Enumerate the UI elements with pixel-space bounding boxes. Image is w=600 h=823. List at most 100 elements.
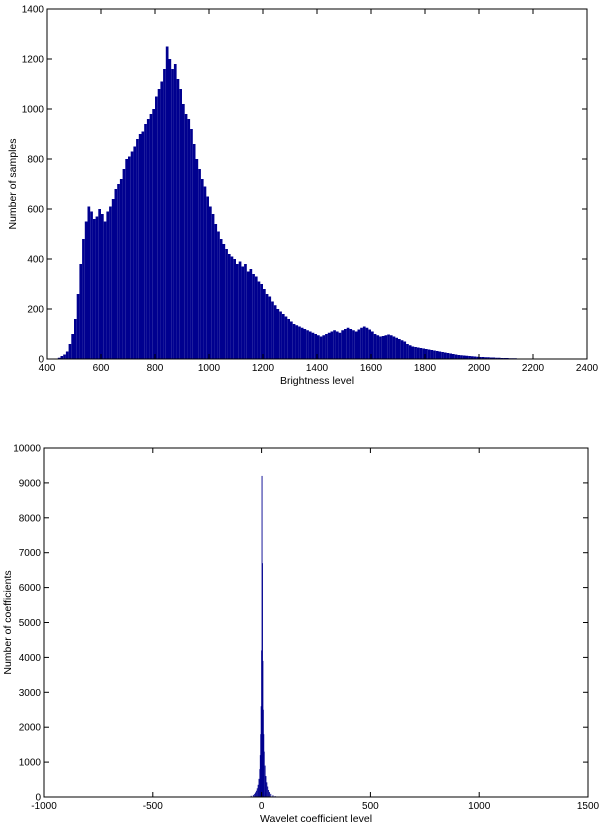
brightness-bar	[362, 326, 366, 359]
wavelet-x-tick-label: -1000	[31, 801, 57, 812]
brightness-bar	[452, 354, 455, 359]
brightness-bar	[117, 184, 120, 359]
brightness-y-tick-label: 0	[38, 355, 44, 366]
brightness-bar	[311, 332, 315, 359]
wavelet-bar	[258, 778, 260, 797]
wavelet-x-ticks: -1000 -500 0 500 1000 1500	[31, 448, 600, 812]
brightness-bar	[260, 284, 263, 359]
brightness-bar	[103, 221, 107, 359]
brightness-bar	[111, 199, 115, 359]
brightness-bar	[276, 309, 280, 359]
brightness-bar	[211, 214, 215, 359]
brightness-bar	[287, 319, 290, 359]
brightness-bar	[489, 357, 493, 359]
brightness-bar	[303, 329, 307, 359]
brightness-bar	[373, 334, 377, 359]
brightness-bar	[222, 244, 226, 359]
wavelet-bar	[256, 788, 258, 797]
brightness-bar	[133, 146, 137, 359]
brightness-bar	[182, 104, 185, 359]
brightness-bar	[238, 261, 242, 359]
brightness-y-tick-label: 1000	[22, 105, 45, 116]
brightness-bar	[273, 305, 277, 359]
brightness-bar	[122, 169, 126, 359]
wavelet-bar	[255, 792, 256, 797]
brightness-bar	[98, 209, 101, 359]
brightness-bar	[71, 334, 74, 359]
brightness-histogram-bars	[57, 46, 539, 359]
brightness-bar	[322, 335, 326, 359]
wavelet-y-tick-label: 1000	[19, 758, 42, 769]
brightness-bar	[389, 335, 393, 359]
brightness-bar	[438, 351, 442, 359]
brightness-bar	[357, 329, 361, 359]
wavelet-bar	[272, 795, 274, 797]
brightness-bar	[406, 344, 409, 359]
wavelet-y-tick-label: 10000	[13, 444, 41, 455]
brightness-x-tick-label: 2000	[468, 363, 491, 374]
wavelet-y-tick-label: 7000	[19, 548, 42, 559]
brightness-y-tick-label: 200	[27, 305, 44, 316]
brightness-bar	[171, 69, 174, 359]
wavelet-x-tick-label: 500	[362, 801, 379, 812]
brightness-bar	[271, 301, 274, 359]
brightness-bar	[241, 266, 245, 359]
brightness-bar	[468, 356, 471, 359]
wavelet-x-tick-label: 1000	[468, 801, 491, 812]
brightness-y-tick-label: 600	[27, 205, 44, 216]
wavelet-histogram-bars	[246, 475, 280, 797]
brightness-bar	[155, 96, 158, 359]
brightness-bar	[411, 346, 415, 359]
brightness-bar	[400, 340, 404, 359]
brightness-x-axis-label: Brightness level	[280, 375, 354, 387]
brightness-bar	[114, 189, 118, 359]
wavelet-bar	[263, 751, 265, 797]
brightness-bar	[416, 347, 420, 359]
brightness-bar	[95, 216, 99, 359]
brightness-bar	[379, 336, 382, 359]
wavelet-x-axis-label: Wavelet coefficient level	[260, 813, 372, 823]
wavelet-x-tick-label: -500	[143, 801, 163, 812]
brightness-bar	[368, 329, 371, 359]
brightness-bar	[206, 196, 209, 359]
wavelet-y-tick-label: 4000	[19, 653, 42, 664]
brightness-bar	[146, 119, 150, 359]
brightness-bar	[352, 330, 355, 359]
brightness-bar	[484, 357, 488, 359]
brightness-bar	[403, 341, 407, 359]
brightness-bar	[427, 349, 431, 359]
brightness-y-ticks: 0 200 400 600 800 1000 1200 1400	[22, 5, 587, 366]
brightness-x-ticks: 400 600 800 1000 1200 1400 1600 1800 2000 2200 240…	[39, 9, 599, 374]
wavelet-x-tick-label: 0	[259, 801, 265, 812]
brightness-bar	[495, 357, 498, 359]
brightness-bar	[422, 348, 425, 359]
wavelet-bar	[252, 794, 254, 797]
brightness-x-tick-label: 400	[39, 363, 56, 374]
brightness-x-tick-label: 1400	[306, 363, 329, 374]
brightness-bar	[254, 276, 258, 359]
brightness-bar	[149, 114, 153, 359]
brightness-bar	[249, 269, 253, 359]
brightness-bar	[346, 327, 350, 359]
brightness-bar	[244, 264, 247, 359]
brightness-bar	[246, 271, 250, 359]
brightness-bar	[76, 294, 80, 359]
brightness-bar	[179, 89, 182, 359]
brightness-bar	[433, 350, 436, 359]
brightness-bar	[136, 139, 139, 359]
brightness-histogram: 400 600 800 1000 1200 1400 1600 1800 2000 2200 240…	[7, 5, 599, 388]
wavelet-bar	[270, 793, 272, 797]
brightness-bar	[60, 356, 64, 359]
brightness-bar	[476, 356, 479, 359]
brightness-bar	[419, 348, 423, 359]
brightness-bar	[279, 311, 282, 359]
brightness-bar	[317, 335, 320, 359]
wavelet-y-ticks: 0 1000 2000 3000 4000 5000 6000 7000 8000 9000 100…	[13, 444, 588, 804]
brightness-bar	[184, 114, 188, 359]
brightness-bar	[195, 159, 199, 359]
wavelet-bar	[265, 776, 267, 797]
brightness-bar	[176, 79, 180, 359]
brightness-bar	[125, 159, 128, 359]
brightness-bar	[233, 259, 236, 359]
brightness-bar	[325, 334, 328, 359]
